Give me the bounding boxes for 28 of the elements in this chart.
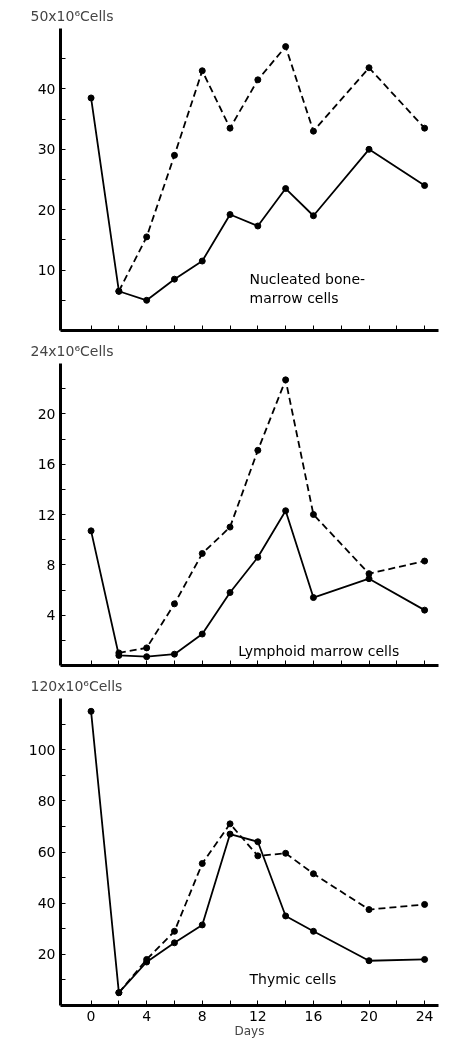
x-tick-label: 20 [360,1007,378,1024]
y-tick-label: 30 [37,141,56,158]
y-axis-title: 120x10⁶Cells [30,677,123,694]
y-tick-label: 20 [37,201,56,218]
y-tick-label: 16 [37,456,56,473]
x-tick-label: 8 [197,1007,207,1024]
y-tick-label: 60 [37,844,56,860]
x-axis-title: Days [234,1023,265,1038]
x-tick-label: 12 [248,1007,267,1024]
y-tick-label: 100 [28,741,56,758]
y-axis-title: 50x10⁶Cells [30,7,114,24]
y-tick-label: 40 [37,80,56,97]
y-tick-label: 80 [37,792,56,809]
y-axis-title: 24x10⁶Cells [30,342,114,359]
annotation: Nucleated bone- marrow cells [249,271,366,307]
y-tick-label: 12 [37,506,56,523]
y-tick-label: 4 [46,607,56,624]
annotation: Thymic cells [248,971,337,988]
y-tick-label: 20 [37,405,56,422]
x-tick-label: 16 [304,1007,323,1024]
y-tick-label: 20 [37,946,56,963]
x-tick-label: 4 [142,1007,152,1024]
annotation: Lymphoid marrow cells [238,643,400,660]
y-tick-label: 8 [46,556,56,573]
x-tick-label: 0 [86,1007,96,1024]
x-tick-label: 24 [415,1007,434,1024]
y-tick-label: 10 [37,262,56,279]
y-tick-label: 40 [37,895,56,912]
